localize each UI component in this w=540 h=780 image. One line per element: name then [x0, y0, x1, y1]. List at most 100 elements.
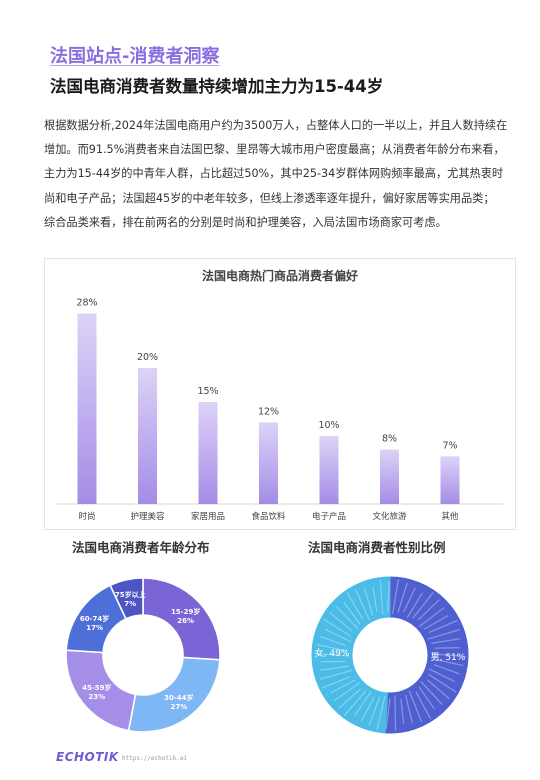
- sketch-stroke: [404, 694, 414, 724]
- bar-chart-panel: 法国电商热门商品消费者偏好 28% 时尚 20% 护理美容 15% 家居用品 12% 食品饮料…: [44, 258, 516, 530]
- category-tick-label: 食品饮料: [251, 511, 286, 522]
- slice-label: 男, 51%: [431, 652, 466, 663]
- category-tick-label: 文化旅游: [372, 511, 407, 522]
- slice-label: 女, 49%: [315, 647, 350, 659]
- sketch-stroke: [397, 582, 408, 613]
- sketch-stroke: [431, 638, 461, 644]
- category-tick-label: 护理美容: [130, 511, 165, 522]
- bar-chart-title: 法国电商热门商品消费者偏好: [201, 269, 358, 283]
- sketch-stroke: [400, 698, 405, 724]
- slice-name-label: 75岁以上: [115, 590, 146, 599]
- sketch-stroke: [430, 653, 467, 658]
- category-tick-label: 家居用品: [191, 511, 225, 522]
- sketch-stroke: [420, 681, 443, 705]
- slice-value-label: 26%: [177, 617, 194, 625]
- bar-value-label: 12%: [258, 406, 279, 417]
- sketch-stroke: [363, 587, 374, 616]
- sketch-stroke: [428, 619, 458, 634]
- bar: [319, 436, 339, 504]
- sketch-stroke: [336, 606, 359, 630]
- brand-logo: ECHOTIK: [56, 750, 119, 764]
- sketch-stroke: [368, 696, 381, 727]
- bar-value-label: 15%: [197, 386, 218, 397]
- sketch-stroke: [372, 587, 378, 613]
- body-text: 根据数据分析,2024年法国电商用户约为3500万人，占整体人口的一半以上，并且…: [44, 114, 514, 235]
- body-paragraph: 根据数据分析,2024年法国电商用户约为3500万人，占整体人口的一半以上，并且…: [44, 119, 508, 205]
- slice-name-label: 45-59岁: [82, 683, 111, 692]
- body-paragraph: 综合品类来看，排在前两名的分别是时尚和护理美容，入局法国市场商家可考虑。: [44, 215, 447, 229]
- category-tick-label: 其他: [441, 511, 459, 522]
- sketch-stroke: [428, 673, 457, 693]
- slice-value-label: 7%: [124, 600, 136, 608]
- bar: [259, 422, 278, 504]
- sketch-stroke: [424, 615, 449, 630]
- sketch-stroke: [343, 602, 361, 625]
- sketch-stroke: [386, 580, 390, 613]
- sketch-stroke: [319, 669, 353, 680]
- sketch-stroke: [313, 652, 350, 657]
- sketch-stroke: [385, 697, 391, 729]
- sketch-stroke: [428, 668, 456, 683]
- sketch-stroke: [427, 679, 450, 700]
- sketch-stroke: [417, 599, 440, 621]
- bar: [198, 402, 218, 504]
- slice-name-label: 60-74岁: [80, 614, 109, 623]
- sketch-stroke: [355, 589, 370, 620]
- gender-donut-chart: 男, 51% 女, 49%: [311, 576, 469, 734]
- sketch-stroke: [354, 691, 372, 716]
- bar-value-label: 20%: [137, 352, 158, 363]
- sketch-stroke: [376, 695, 386, 731]
- donut-slice: [311, 576, 391, 734]
- category-tick-label: 时尚: [78, 511, 95, 522]
- sketch-stroke: [391, 579, 400, 615]
- sketch-stroke: [412, 592, 434, 619]
- slice-value-label: 23%: [88, 693, 105, 701]
- category-tick-label: 电子产品: [312, 511, 346, 522]
- sketch-stroke: [338, 688, 361, 709]
- sketch-stroke: [316, 644, 348, 652]
- donut-slice: [65, 649, 137, 732]
- sketch-stroke: [432, 658, 464, 667]
- sketch-stroke: [408, 690, 423, 723]
- bar-value-label: 7%: [442, 440, 457, 451]
- sketch-stroke: [320, 635, 347, 647]
- sketch-stroke: [343, 690, 367, 717]
- bar: [77, 313, 97, 504]
- sketch-stroke: [406, 592, 423, 619]
- page-subtitle: 法国电商消费者数量持续增加主力为15-44岁: [50, 77, 384, 96]
- gender-chart-title: 法国电商消费者性别比例: [308, 540, 446, 555]
- slice-name-label: 30-44岁: [164, 693, 193, 702]
- bar-value-label: 28%: [76, 298, 97, 309]
- sketch-stroke: [403, 587, 416, 613]
- page-title: 法国站点-消费者洞察: [50, 46, 220, 67]
- sketch-stroke: [433, 664, 460, 675]
- sketch-stroke: [419, 607, 445, 627]
- sketch-stroke: [334, 682, 361, 702]
- sketch-stroke: [415, 691, 432, 720]
- slice-value-label: 27%: [170, 703, 187, 711]
- donut-slice: [384, 576, 469, 734]
- sketch-stroke: [427, 629, 460, 640]
- bar-value-label: 8%: [382, 434, 397, 445]
- donut-slice: [142, 577, 221, 661]
- slice-name-label: 15-29岁: [171, 607, 200, 616]
- sketch-stroke: [379, 579, 384, 615]
- footer-url: https://echotik.ai: [122, 755, 188, 762]
- sketch-stroke: [329, 611, 353, 632]
- sketch-stroke: [324, 628, 352, 643]
- slice-value-label: 17%: [86, 624, 103, 632]
- donut-slice: [127, 656, 221, 733]
- sketch-stroke: [360, 696, 375, 722]
- sketch-stroke: [322, 618, 352, 637]
- age-chart-title: 法国电商消费者年龄分布: [72, 540, 210, 555]
- bar-value-label: 10%: [318, 420, 339, 431]
- sketch-stroke: [330, 679, 356, 694]
- donut-slice: [109, 577, 144, 620]
- bar-chart: 28% 时尚 20% 护理美容 15% 家居用品 12% 食品饮料 10% 电子产品 8% 文化旅游 7…: [57, 298, 503, 522]
- bar: [380, 449, 399, 504]
- sketch-stroke: [418, 686, 435, 710]
- sketch-stroke: [346, 592, 364, 620]
- sketch-stroke: [319, 665, 349, 671]
- sketch-stroke: [321, 676, 351, 689]
